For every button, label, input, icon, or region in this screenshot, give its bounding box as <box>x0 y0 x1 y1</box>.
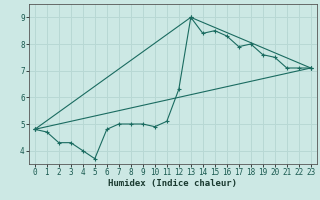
X-axis label: Humidex (Indice chaleur): Humidex (Indice chaleur) <box>108 179 237 188</box>
